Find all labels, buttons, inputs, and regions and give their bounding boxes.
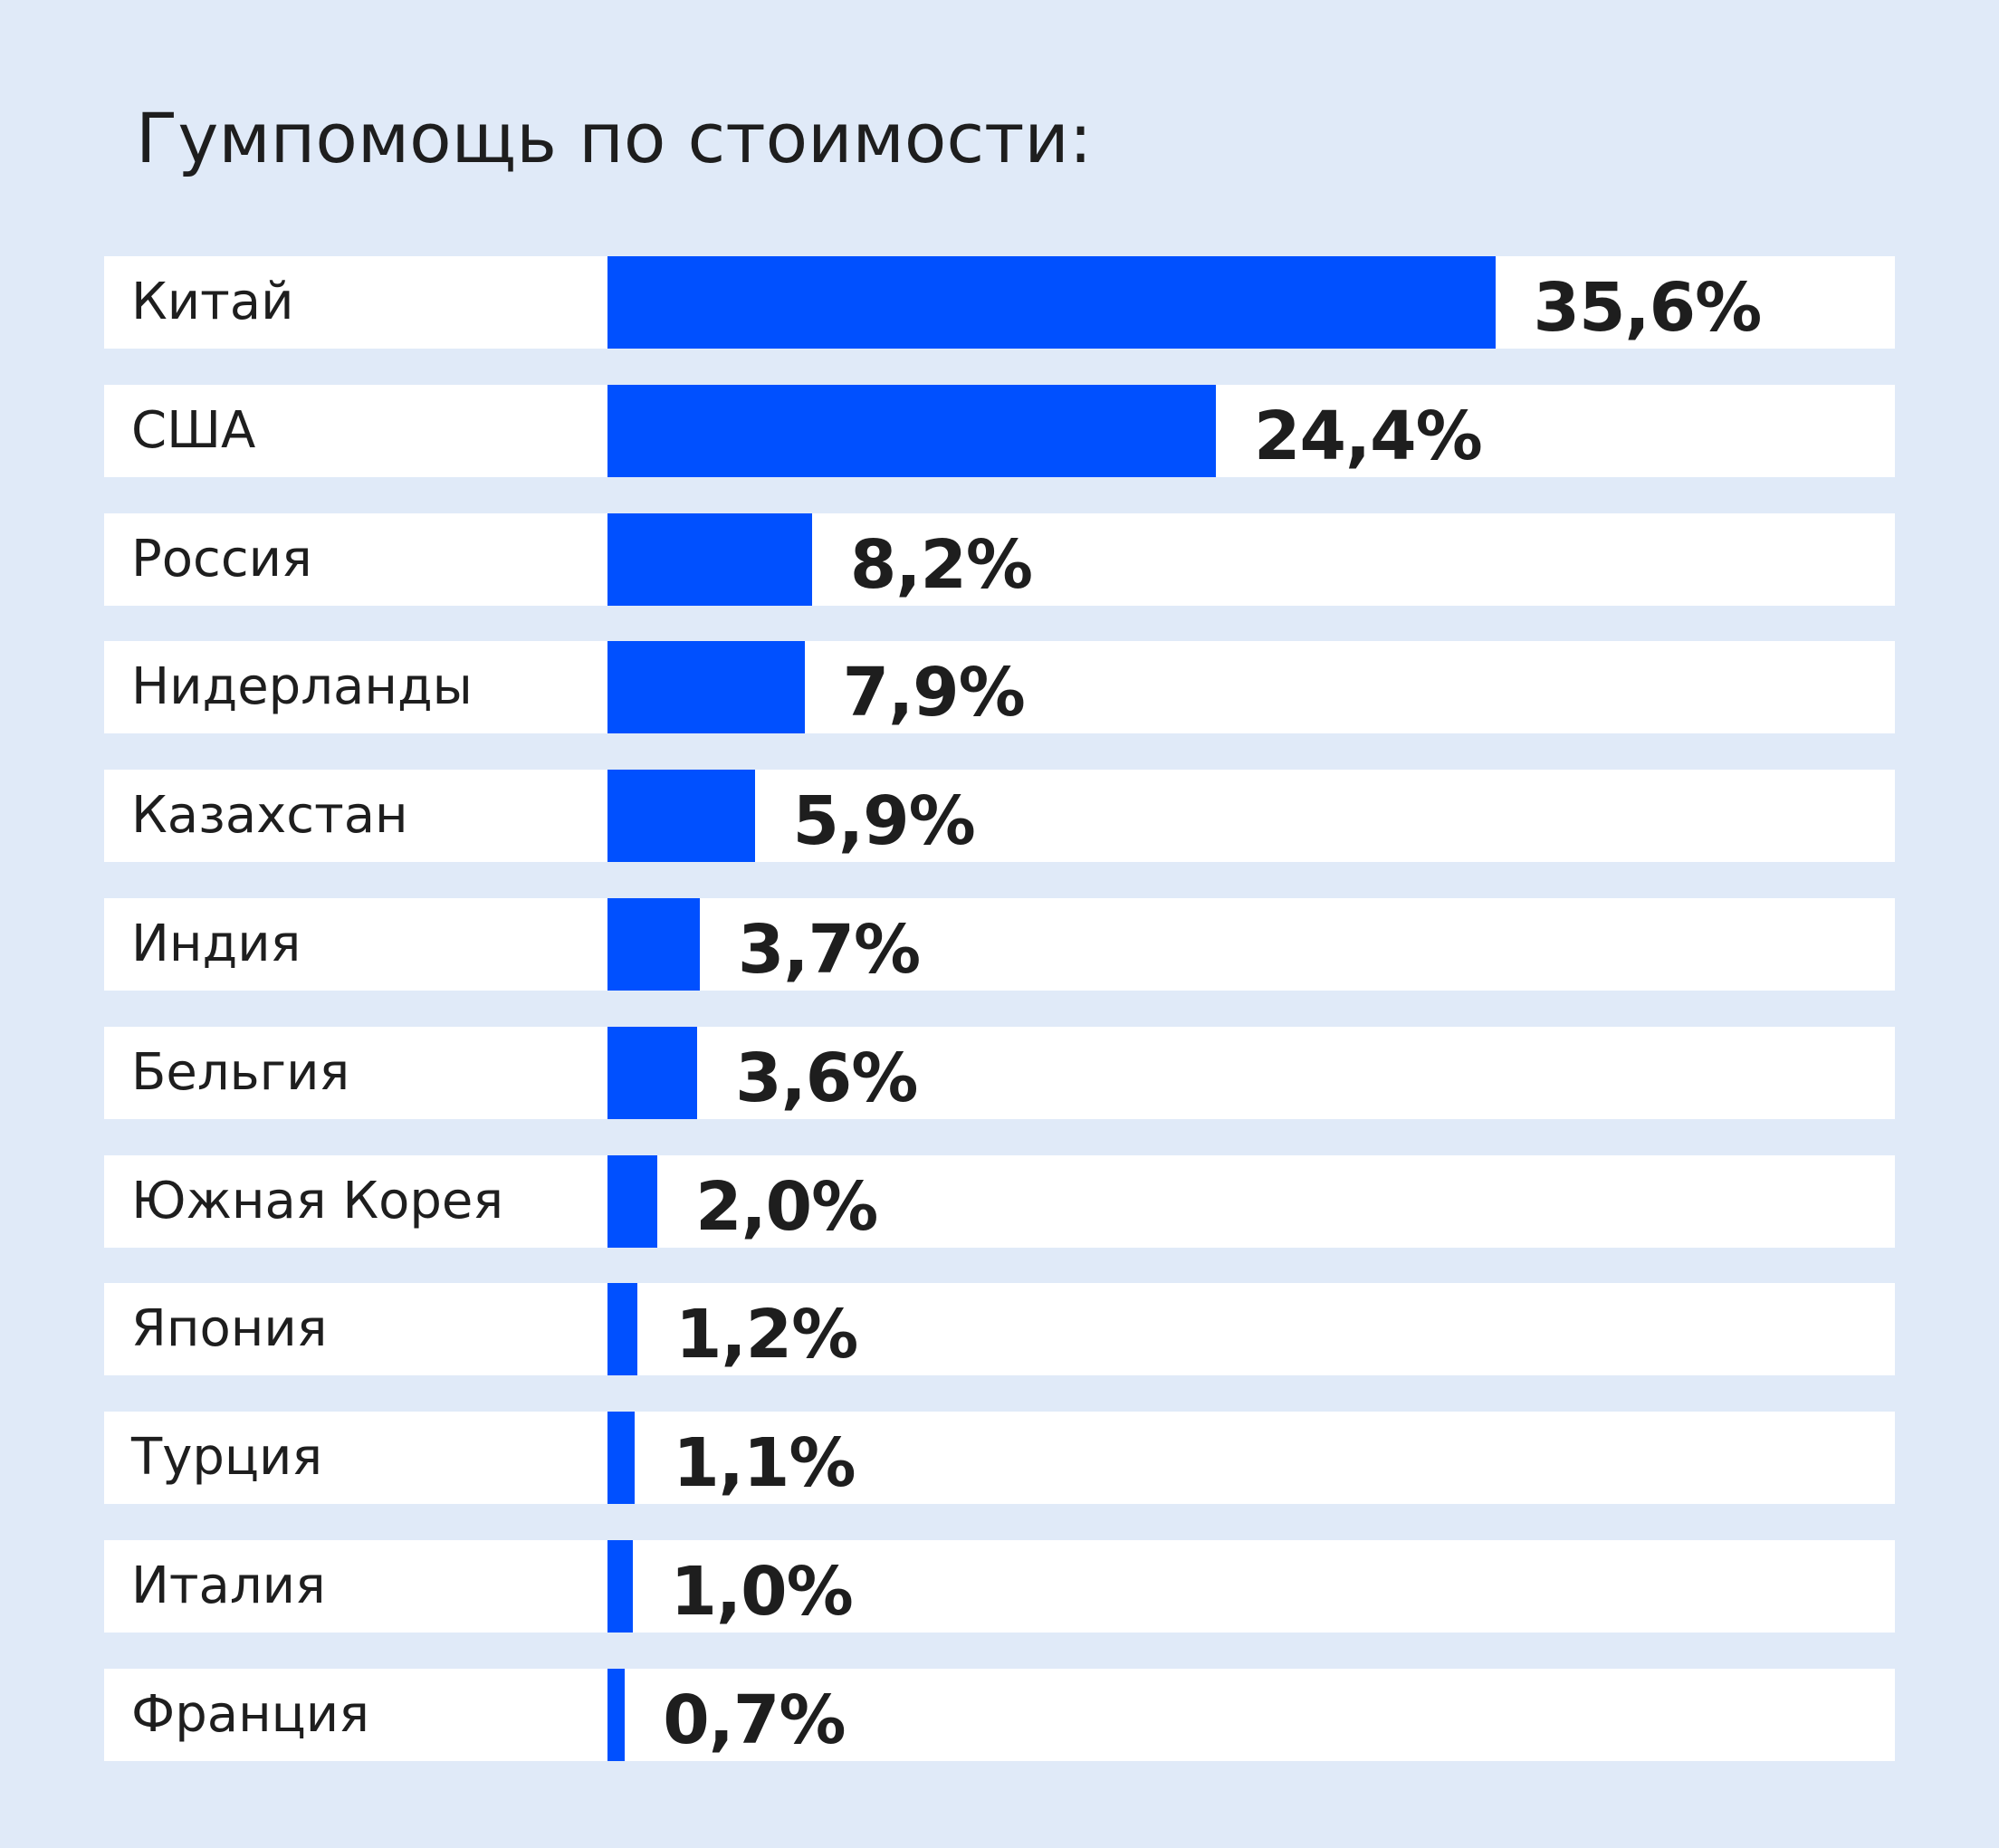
bar — [607, 1154, 658, 1248]
bar — [607, 1540, 633, 1633]
bar-row: Индия 3,7% — [104, 898, 1895, 991]
bar-row: Южная Корея 2,0% — [104, 1154, 1895, 1248]
bar-row: Казахстан 5,9% — [104, 770, 1895, 863]
category-label: Италия — [131, 1556, 326, 1615]
value-label: 24,4% — [1254, 397, 1483, 475]
bar — [607, 641, 805, 734]
value-label: 8,2% — [849, 525, 1033, 604]
bar-row: Япония 1,2% — [104, 1283, 1895, 1376]
value-label: 7,9% — [842, 654, 1026, 732]
bar — [607, 1412, 636, 1505]
bar — [607, 384, 1217, 477]
category-label: Казахстан — [131, 786, 408, 846]
bar-row: США 24,4% — [104, 384, 1895, 477]
category-label: Индия — [131, 914, 301, 973]
bar-row: Турция 1,1% — [104, 1412, 1895, 1505]
category-label: Япония — [131, 1299, 328, 1359]
category-label: Россия — [131, 529, 312, 589]
bar-row: Россия 8,2% — [104, 512, 1895, 606]
bar — [607, 1283, 638, 1376]
bar-row: Китай 35,6% — [104, 256, 1895, 349]
bar — [607, 1026, 698, 1119]
bar — [607, 256, 1496, 349]
value-label: 35,6% — [1533, 269, 1763, 347]
category-label: Китай — [131, 273, 294, 331]
value-label: 2,0% — [695, 1167, 878, 1246]
bar — [607, 512, 812, 606]
value-label: 3,6% — [735, 1039, 918, 1117]
category-label: Франция — [131, 1684, 369, 1744]
bar-row: Нидерланды 7,9% — [104, 641, 1895, 734]
bar-row: Италия 1,0% — [104, 1540, 1895, 1633]
chart-title: Гумпомощь по стоимости: — [136, 98, 1093, 178]
value-label: 3,7% — [737, 911, 921, 989]
value-label: 1,0% — [670, 1553, 854, 1631]
bar — [607, 898, 700, 991]
value-label: 5,9% — [792, 782, 976, 861]
category-label: Турция — [131, 1428, 323, 1488]
category-label: Бельгия — [131, 1042, 350, 1102]
value-label: 0,7% — [663, 1680, 846, 1759]
category-label: Нидерланды — [131, 657, 473, 717]
bar-row: Франция 0,7% — [104, 1668, 1895, 1761]
bar-row: Бельгия 3,6% — [104, 1026, 1895, 1119]
category-label: Южная Корея — [131, 1171, 504, 1230]
category-label: США — [131, 400, 256, 460]
bar — [607, 770, 755, 863]
value-label: 1,1% — [673, 1424, 856, 1503]
value-label: 1,2% — [675, 1296, 858, 1374]
bar — [607, 1668, 626, 1761]
